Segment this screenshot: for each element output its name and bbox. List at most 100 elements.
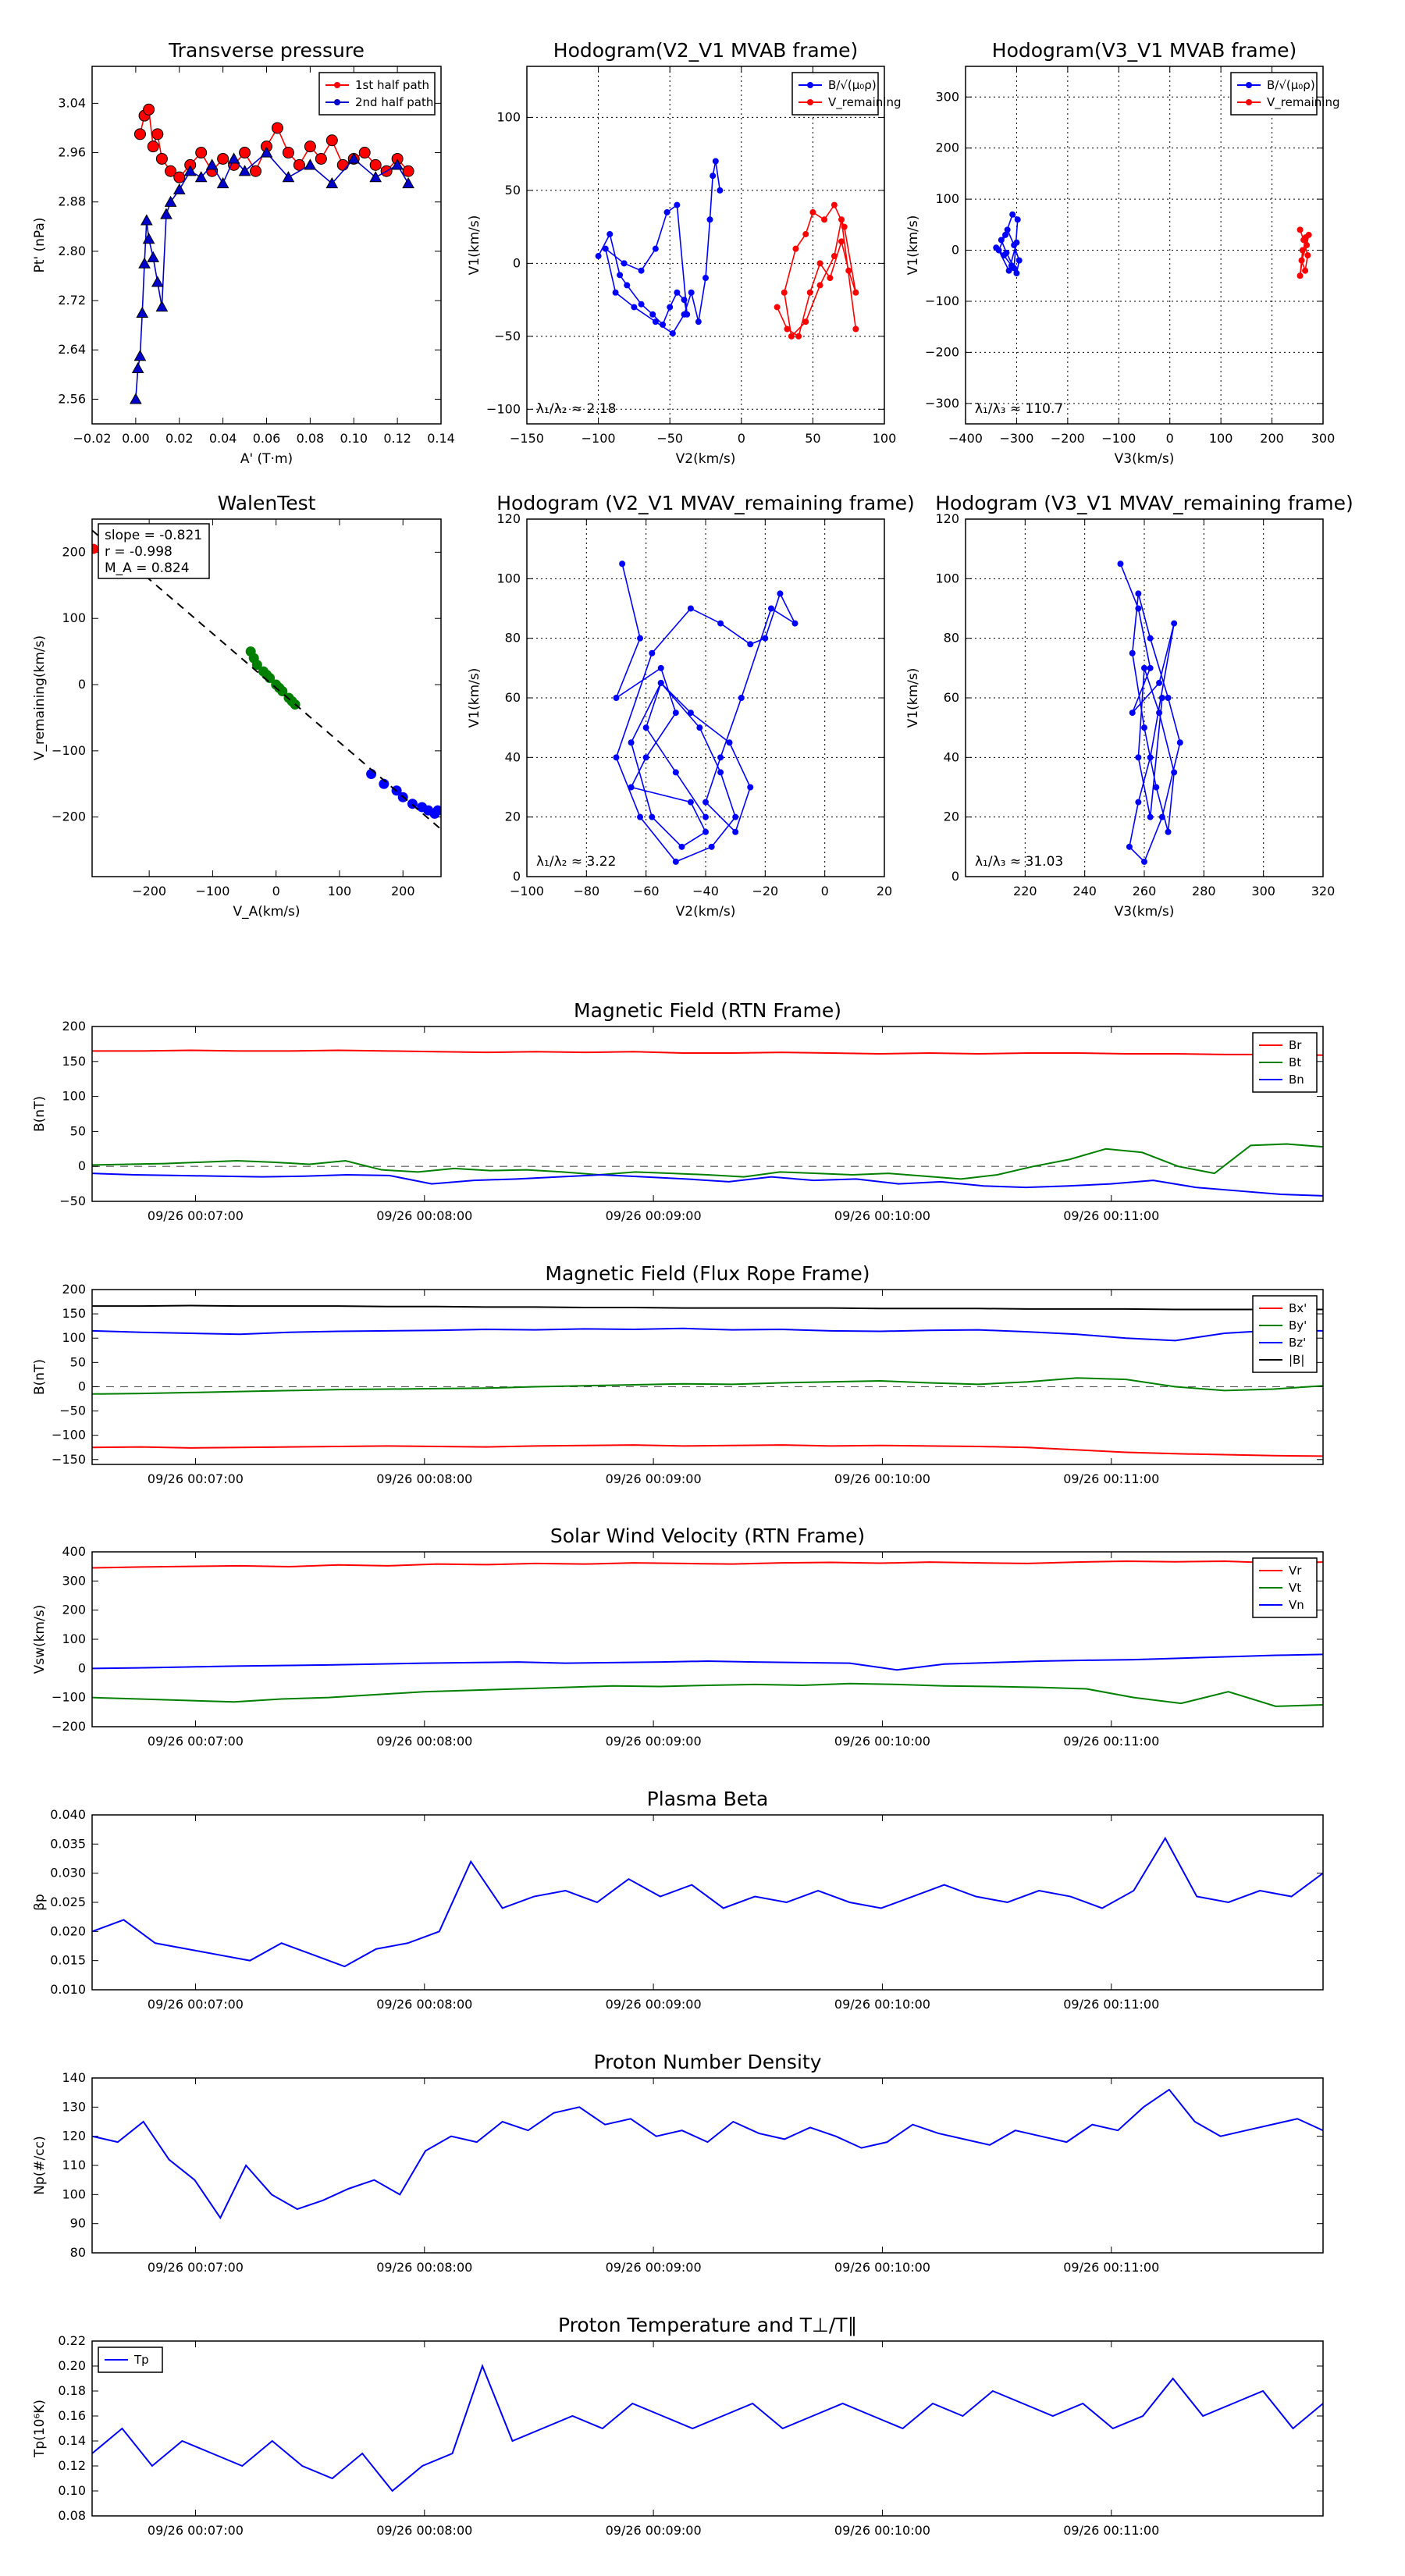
x-tick-label: 0.04 bbox=[209, 431, 237, 446]
x-tick-label: −100 bbox=[510, 884, 544, 898]
annotation-text: λ₁/λ₃ ≈ 31.03 bbox=[975, 854, 1063, 870]
data-point bbox=[774, 304, 781, 311]
chart-h1: Hodogram(V2_V1 MVAB frame) V2(km/s) V1(km/… bbox=[467, 39, 902, 467]
data-point bbox=[637, 813, 644, 820]
data-point bbox=[1141, 858, 1147, 865]
annotation-text: λ₁/λ₂ ≈ 3.22 bbox=[536, 854, 616, 870]
data-point bbox=[1147, 635, 1154, 642]
data-point bbox=[708, 843, 715, 850]
data-point bbox=[642, 724, 649, 731]
y-tick-label: 20 bbox=[944, 809, 959, 824]
data-point bbox=[674, 289, 681, 296]
y-tick-label: −50 bbox=[59, 1404, 86, 1418]
chart-title: Hodogram (V2_V1 MVAV_remaining frame) bbox=[496, 492, 915, 514]
data-point bbox=[1126, 843, 1133, 850]
y-tick-label: 140 bbox=[62, 2070, 86, 2085]
data-point bbox=[831, 201, 838, 208]
data-point bbox=[695, 318, 702, 326]
data-point bbox=[194, 171, 208, 183]
y-axis-label: V1(km/s) bbox=[905, 215, 921, 276]
series-line-2 bbox=[92, 1327, 1323, 1342]
x-tick-label: 20 bbox=[877, 884, 892, 898]
x-tick-label: 260 bbox=[1133, 884, 1157, 898]
x-tick-label: −100 bbox=[1101, 431, 1136, 446]
data-point bbox=[238, 165, 251, 176]
data-point bbox=[1147, 813, 1154, 820]
data-point bbox=[747, 784, 754, 791]
x-tick-label: 240 bbox=[1072, 884, 1097, 898]
y-tick-label: −100 bbox=[52, 1428, 86, 1443]
axes-frame bbox=[91, 1551, 1324, 1727]
legend-label: By' bbox=[1289, 1318, 1307, 1332]
data-point bbox=[738, 695, 745, 701]
y-tick-label: 40 bbox=[505, 749, 521, 764]
x-tick-label: −100 bbox=[582, 431, 616, 446]
x-tick-label: 0.02 bbox=[165, 431, 194, 446]
plot-area bbox=[92, 2088, 1323, 2220]
data-point bbox=[155, 152, 168, 165]
x-tick-label: 220 bbox=[1013, 884, 1037, 898]
x-tick-label: 200 bbox=[391, 884, 415, 898]
axes-frame bbox=[91, 1026, 1324, 1202]
data-point bbox=[649, 649, 656, 656]
y-tick-label: 120 bbox=[62, 2129, 86, 2144]
data-point bbox=[762, 635, 769, 642]
data-point bbox=[402, 165, 414, 177]
y-tick-label: 0.030 bbox=[50, 1866, 86, 1880]
y-tick-label: 0 bbox=[951, 243, 959, 258]
y-tick-label: −50 bbox=[59, 1194, 86, 1208]
data-point bbox=[432, 805, 441, 816]
data-point bbox=[638, 301, 645, 308]
legend-marker bbox=[334, 99, 340, 105]
data-point bbox=[687, 710, 694, 717]
x-tick-label: 09/26 00:09:00 bbox=[606, 1997, 702, 2012]
x-axis-label: V3(km/s) bbox=[1115, 904, 1175, 920]
x-tick-label: 09/26 00:07:00 bbox=[148, 1208, 244, 1223]
chart-title: Transverse pressure bbox=[168, 39, 365, 62]
data-point bbox=[642, 754, 649, 761]
data-point bbox=[672, 710, 679, 717]
series-line-2 bbox=[92, 1653, 1323, 1671]
series-line-2 bbox=[92, 1172, 1323, 1197]
data-point bbox=[304, 141, 316, 153]
data-point bbox=[143, 103, 155, 116]
y-tick-label: 100 bbox=[62, 610, 86, 625]
data-point bbox=[669, 330, 676, 337]
x-tick-label: 09/26 00:10:00 bbox=[834, 1208, 930, 1223]
data-point bbox=[678, 843, 685, 850]
data-point bbox=[613, 695, 620, 701]
data-point bbox=[712, 158, 719, 165]
y-tick-label: 0 bbox=[513, 869, 521, 884]
y-tick-label: 150 bbox=[62, 1054, 86, 1069]
data-point bbox=[1302, 267, 1309, 274]
y-tick-label: 100 bbox=[62, 1089, 86, 1104]
x-tick-label: −200 bbox=[1051, 431, 1085, 446]
y-tick-label: 2.56 bbox=[58, 391, 86, 406]
y-tick-label: 0 bbox=[513, 255, 521, 270]
data-point bbox=[852, 289, 859, 296]
x-tick-label: −0.02 bbox=[73, 431, 111, 446]
data-point bbox=[617, 272, 624, 279]
x-tick-label: −20 bbox=[752, 884, 778, 898]
x-tick-label: 100 bbox=[328, 884, 352, 898]
chart-title: Hodogram(V2_V1 MVAB frame) bbox=[553, 39, 858, 62]
legend-label: Bn bbox=[1289, 1073, 1304, 1087]
chart-h4: Hodogram (V3_V1 MVAV_remaining frame) V3(… bbox=[905, 492, 1353, 920]
chart-h3: Hodogram (V2_V1 MVAV_remaining frame) V2(… bbox=[467, 492, 915, 920]
data-point bbox=[784, 326, 791, 333]
data-point bbox=[1013, 239, 1020, 246]
x-tick-label: 300 bbox=[1251, 884, 1275, 898]
y-axis-label: Tp(10⁶K) bbox=[32, 2400, 48, 2458]
data-point bbox=[732, 828, 739, 835]
y-tick-label: 40 bbox=[944, 749, 959, 764]
data-point bbox=[681, 297, 688, 304]
data-point bbox=[595, 253, 602, 260]
data-point bbox=[173, 183, 186, 195]
data-point bbox=[205, 158, 219, 170]
plot-area bbox=[130, 103, 414, 404]
data-point bbox=[1165, 828, 1172, 835]
stats-text: r = -0.998 bbox=[105, 544, 173, 560]
data-point bbox=[821, 216, 828, 223]
y-tick-label: 300 bbox=[62, 1573, 86, 1588]
